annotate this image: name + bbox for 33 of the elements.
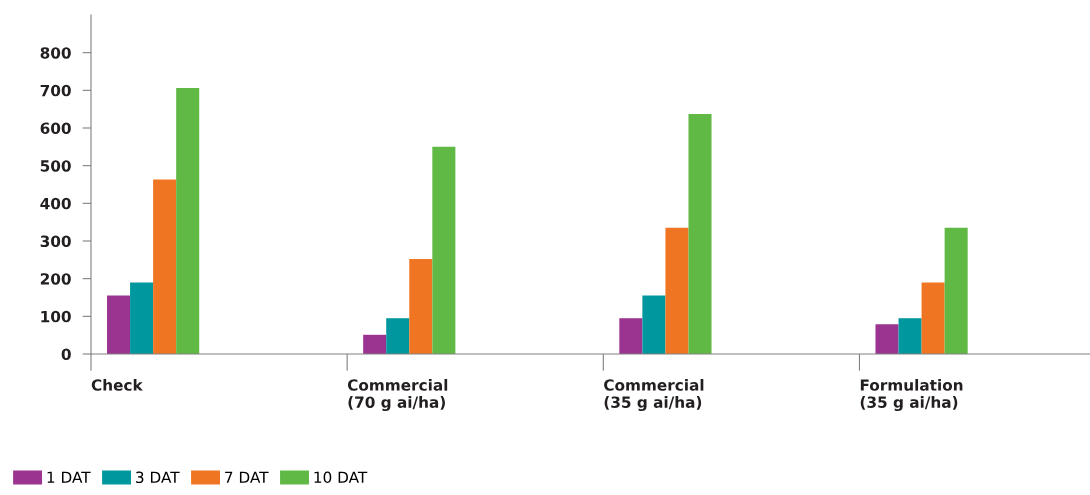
legend-label: 3 DAT <box>136 471 180 484</box>
x-tick-label: Commercial (70 g ai/ha) <box>347 379 448 412</box>
bar <box>130 282 154 354</box>
y-tick-label: 100 <box>41 310 71 323</box>
y-tick-label: 800 <box>40 47 71 59</box>
y-tick-label: 0 <box>61 348 71 361</box>
legend-label: 7 DAT <box>225 471 269 483</box>
bar <box>898 318 922 354</box>
x-tick-label: Commercial (35 g ai/ha) <box>604 379 704 412</box>
bar <box>642 295 666 354</box>
bar <box>176 88 200 354</box>
bar <box>619 318 643 354</box>
bar <box>921 282 945 354</box>
bar <box>107 295 131 354</box>
bar <box>665 227 689 354</box>
legend-label: 1 DAT <box>47 471 91 483</box>
bar <box>153 179 177 354</box>
y-tick-label: 600 <box>40 122 71 135</box>
y-tick-label: 200 <box>40 273 71 285</box>
y-tick-label: 400 <box>40 197 71 210</box>
y-tick-label: 500 <box>40 160 71 172</box>
legend-label: 10 DAT <box>314 471 368 484</box>
x-tick-label: Formulation (35 g ai/ha) <box>860 379 963 412</box>
y-tick-label: 700 <box>40 84 71 97</box>
bar <box>363 334 387 354</box>
bar <box>875 324 899 354</box>
bar <box>432 146 456 354</box>
bar <box>386 318 410 354</box>
bar <box>688 114 712 354</box>
x-tick-label: Check <box>91 379 143 391</box>
bar <box>944 227 968 354</box>
bar <box>409 259 433 354</box>
y-tick-label: 300 <box>40 235 71 248</box>
